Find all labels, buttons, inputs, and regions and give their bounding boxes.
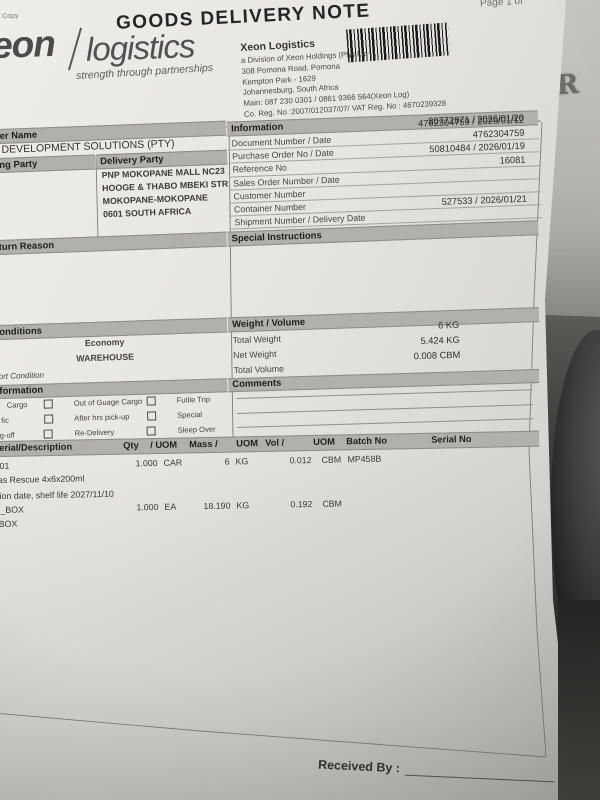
delivery-party-header: Delivery Party	[100, 153, 164, 168]
item-qty-uom: CAR	[163, 457, 183, 468]
col-qty-uom: / UOM	[150, 439, 178, 451]
info-value: 16081	[499, 154, 526, 166]
col-mass: Mass /	[189, 438, 218, 450]
checkbox	[147, 411, 157, 421]
check-label: Futile Trip	[176, 394, 211, 405]
item-mass: 6	[224, 456, 230, 467]
info-checks-header: formation	[0, 384, 44, 398]
info-value: 50810484 / 2026/01/19	[429, 141, 526, 155]
info-label: Shipment Number / Delivery Date	[234, 212, 366, 228]
item-mass-uom: KG	[235, 456, 249, 467]
item-mass: 18.190	[203, 500, 231, 512]
check-label: After hrs pick-up	[74, 412, 130, 423]
item-qty: 1.000	[135, 457, 158, 469]
check-label: Cargo	[6, 400, 28, 410]
return-reason-header: turn Reason	[0, 239, 55, 254]
conditions-location: WAREHOUSE	[76, 351, 135, 364]
col-vol: Vol /	[265, 437, 285, 448]
comments-line	[236, 389, 533, 399]
party-header: ng Party	[0, 158, 38, 172]
item-desc: tion date, shelf life 2027/11/10	[0, 488, 114, 502]
item-desc: as Rescue 4x6x200ml	[0, 473, 85, 486]
comments-header: Comments	[232, 377, 282, 391]
information-header: Information	[230, 121, 284, 135]
checkbox	[146, 396, 156, 406]
check-label: Sleep Over	[177, 424, 216, 435]
weight-row-label: Total Volume	[233, 363, 285, 376]
item-vol-uom: CBM	[321, 454, 342, 465]
comments-line	[237, 418, 534, 428]
customer-name-header: mer Name	[0, 129, 38, 143]
conditions-header: onditions	[0, 325, 43, 339]
weight-row-label: Total Weight	[232, 333, 282, 346]
weight-row-label: Net Weight	[232, 348, 277, 361]
delivery-address-line: HOOGE & THABO MBEKI STR	[102, 178, 229, 194]
check-label: Re-Delivery	[74, 427, 115, 438]
weight-row-value: 6 KG	[437, 319, 460, 331]
party-header-bar: ng Party	[0, 154, 96, 174]
comments-line	[237, 404, 534, 414]
item-desc: BOX	[0, 518, 18, 530]
weight-volume-header: Weight / Volume	[231, 316, 306, 331]
check-label: Out of Guage Cargo	[73, 396, 143, 408]
checkbox	[44, 414, 54, 424]
check-label: g-off	[0, 430, 15, 441]
col-mass-uom: UOM	[236, 438, 259, 449]
item-batch: MP458B	[347, 453, 382, 465]
item-desc: 01	[0, 460, 10, 472]
item-vol-uom: CBM	[322, 498, 343, 509]
thumb-shadow	[558, 600, 600, 800]
check-label: Special	[177, 410, 203, 420]
item-vol: 0.192	[290, 499, 313, 510]
checkbox	[146, 426, 156, 436]
checkbox	[43, 399, 53, 409]
col-qty: Qty	[123, 440, 139, 451]
delivery-address-line: MOKOPANE-MOKOPANE	[102, 192, 209, 207]
item-qty-uom: EA	[164, 501, 177, 512]
weight-row-value: 0.008 CBM	[413, 349, 461, 362]
col-serial: Serial No	[431, 433, 472, 445]
col-batch: Batch No	[346, 435, 388, 447]
col-vol-uom: UOM	[313, 436, 335, 447]
item-qty: 1.000	[136, 501, 159, 513]
item-mass-uom: KG	[236, 500, 250, 511]
items-section: erial/Description Qty / UOM Mass / UOM V…	[0, 430, 546, 533]
checkbox	[43, 429, 53, 439]
item-vol: 0.012	[289, 455, 312, 466]
customer-information-section: mer Name . DEVELOPMENT SOLUTIONS (PTY) n…	[0, 108, 547, 242]
item-desc: _BOX	[0, 504, 25, 515]
transport-condition-label: ort Condition	[0, 370, 45, 382]
col-description: erial/Description	[0, 441, 73, 454]
weight-row-value: 5.424 KG	[420, 334, 460, 347]
info-label: Reference No	[232, 162, 288, 175]
special-instructions-header: Special Instructions	[231, 230, 322, 245]
delivery-address-line: 0601 SOUTH AFRICA	[102, 206, 192, 220]
info-value: 4762304759	[472, 127, 525, 140]
check-label: fic	[1, 415, 9, 425]
